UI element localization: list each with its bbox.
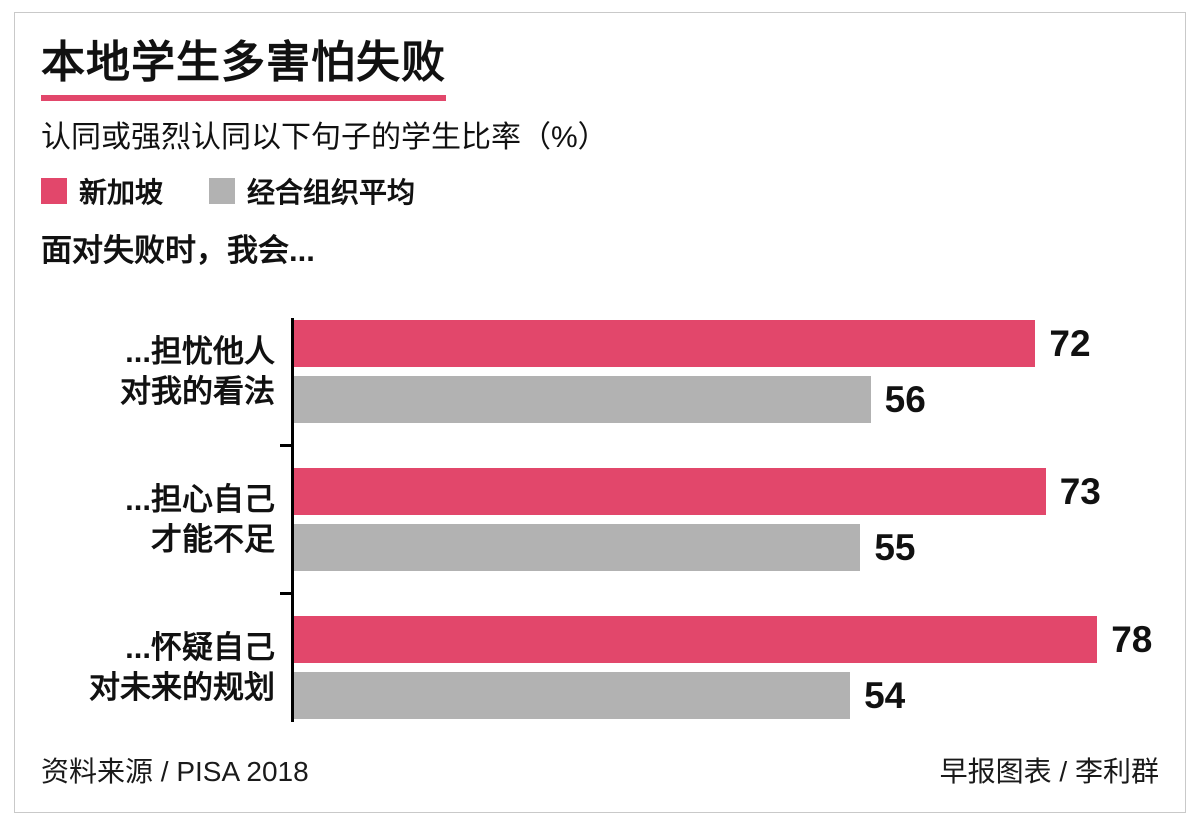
bar-value-oecd: 56 [884, 379, 926, 420]
bar-oecd [294, 376, 871, 423]
bar-row-oecd: 55 [294, 524, 1159, 571]
bar-pair: 78 54 [291, 616, 1159, 719]
legend-swatch-singapore [41, 178, 67, 204]
category-label-line2: 对未来的规划 [89, 669, 275, 705]
legend: 新加坡 经合组织平均 [41, 177, 1159, 208]
y-axis-line [291, 318, 294, 722]
category-label: ...担忧他人 对我的看法 [41, 332, 291, 412]
footer: 资料来源 / PISA 2018 早报图表 / 李利群 [41, 750, 1159, 790]
category-label: ...怀疑自己 对未来的规划 [41, 628, 291, 708]
bar-row-oecd: 54 [294, 672, 1159, 719]
bar-value-singapore: 73 [1059, 471, 1101, 512]
bar-pair: 73 55 [291, 468, 1159, 571]
legend-label-singapore: 新加坡 [79, 177, 164, 208]
bar-value-singapore: 78 [1111, 619, 1153, 660]
bar-value-singapore: 72 [1049, 323, 1091, 364]
section-title: 面对失败时，我会... [41, 233, 315, 268]
legend-item-oecd: 经合组织平均 [209, 171, 415, 211]
legend-label-oecd: 经合组织平均 [247, 177, 416, 208]
category-label-line1: ...怀疑自己 [125, 629, 275, 665]
bar-row-oecd: 56 [294, 376, 1159, 423]
chart-group: ...担心自己 才能不足 73 55 [41, 468, 1159, 571]
category-label-line2: 对我的看法 [120, 373, 275, 409]
chart-frame: 本地学生多害怕失败 认同或强烈认同以下句子的学生比率（%） 新加坡 经合组织平均… [14, 12, 1186, 813]
chart-group: ...担忧他人 对我的看法 72 56 [41, 320, 1159, 423]
legend-item-singapore: 新加坡 [41, 171, 163, 211]
bar-value-oecd: 55 [874, 527, 916, 568]
source-text: 资料来源 / PISA 2018 [41, 756, 309, 787]
credit-text: 早报图表 / 李利群 [939, 756, 1159, 787]
bar-value-oecd: 54 [864, 675, 906, 716]
category-label-line1: ...担心自己 [125, 481, 275, 517]
bar-chart: ...担忧他人 对我的看法 72 56 ...担心自己 才能不足 [41, 318, 1159, 722]
bar-pair: 72 56 [291, 320, 1159, 423]
category-label-line2: 才能不足 [151, 521, 275, 557]
category-label: ...担心自己 才能不足 [41, 480, 291, 560]
bar-oecd [294, 524, 861, 571]
axis-tick [280, 444, 294, 447]
category-label-line1: ...担忧他人 [125, 333, 275, 369]
chart-title: 本地学生多害怕失败 [41, 41, 446, 101]
legend-swatch-oecd [209, 178, 236, 204]
axis-tick [280, 592, 294, 595]
bar-row-singapore: 78 [294, 616, 1159, 663]
bar-row-singapore: 73 [294, 468, 1159, 515]
bar-row-singapore: 72 [294, 320, 1159, 367]
bar-singapore [294, 468, 1046, 515]
bar-oecd [294, 672, 851, 719]
bar-singapore [294, 616, 1098, 663]
chart-subtitle: 认同或强烈认同以下句子的学生比率（%） [41, 121, 608, 154]
chart-group: ...怀疑自己 对未来的规划 78 54 [41, 616, 1159, 719]
bar-singapore [294, 320, 1036, 367]
